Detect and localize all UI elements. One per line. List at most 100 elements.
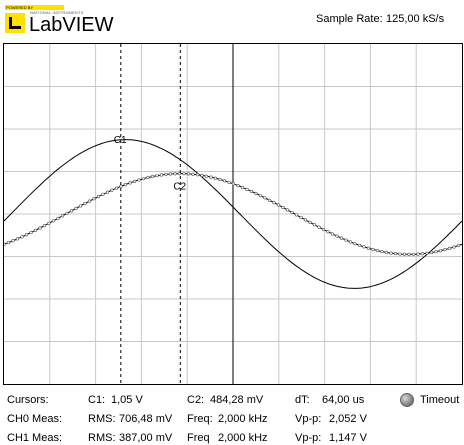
ch1-vpp-value: 1,147 V — [329, 432, 367, 444]
trace-marker — [182, 172, 186, 176]
trace-marker — [452, 245, 456, 249]
trace-marker — [375, 248, 380, 253]
trace-marker — [254, 191, 258, 196]
trace-marker — [380, 249, 384, 254]
trace-marker — [281, 205, 285, 210]
trace-marker — [308, 220, 312, 224]
ch1-vpp-label: Vp-p: — [295, 432, 322, 444]
trace-marker — [137, 178, 141, 182]
trace-marker — [114, 186, 119, 190]
trace-marker — [393, 252, 398, 256]
trace-marker — [119, 184, 123, 188]
trace-marker — [330, 232, 335, 236]
trace-marker — [15, 237, 20, 241]
trace-marker — [209, 175, 213, 179]
trace-marker — [339, 236, 344, 240]
cursor-label-c2: C2 — [173, 182, 186, 193]
trace-marker — [4, 242, 6, 246]
ch0-meas-label: CH0 Meas: — [7, 413, 63, 425]
ch0-rms-value: 706,48 mV — [119, 413, 173, 425]
trace-marker — [146, 175, 150, 180]
trace-marker — [222, 179, 227, 183]
logo-maker-text: NATIONAL INSTRUMENTS — [30, 10, 84, 15]
powered-by-banner: POWERED BY — [5, 5, 64, 10]
plot-canvas[interactable]: C1 C2 — [4, 44, 462, 384]
trace-marker — [128, 181, 132, 185]
trace-marker — [213, 176, 218, 180]
trace-marker — [33, 228, 38, 232]
ch1-freq-value: 2,000 kHz — [218, 432, 268, 444]
trace-marker — [425, 251, 429, 255]
trace-marker — [249, 189, 254, 193]
trace-marker — [141, 177, 146, 181]
trace-marker — [173, 172, 177, 176]
trace-marker — [168, 172, 173, 176]
plot-cursors[interactable]: C1 C2 — [114, 44, 187, 384]
trace-marker — [317, 225, 321, 229]
trace-marker — [389, 251, 393, 255]
trace-marker — [83, 201, 87, 206]
ch0-freq-value: 2,000 kHz — [218, 413, 268, 425]
logo-brand-text: LabVIEW — [29, 14, 114, 36]
cursor-dt-value: 64,00 us — [322, 394, 365, 406]
ch0-vpp-value: 2,052 V — [329, 413, 367, 425]
trace-marker — [362, 245, 366, 249]
trace-marker — [155, 174, 159, 178]
trace-marker — [258, 194, 263, 198]
cursor-c2-value: 484,28 mV — [210, 394, 264, 406]
trace-marker — [344, 238, 348, 242]
cursor-label-c1: C1 — [114, 135, 127, 146]
trace-marker — [42, 224, 47, 228]
trace-marker — [159, 173, 164, 177]
trace-marker — [74, 206, 78, 210]
trace-marker — [438, 249, 443, 253]
trace-marker — [110, 188, 114, 192]
trace-marker — [420, 252, 425, 256]
cursor-c2-label: C2: — [187, 394, 205, 406]
sample-rate-value: 125,00 kS/s — [386, 13, 445, 25]
oscilloscope-plot[interactable]: C1 C2 — [3, 43, 463, 385]
timeout-led-indicator — [400, 393, 414, 407]
timeout-label: Timeout — [420, 394, 460, 406]
trace-marker — [231, 182, 236, 186]
trace-marker — [366, 246, 371, 250]
trace-marker — [312, 223, 317, 227]
trace-marker — [11, 239, 15, 243]
trace-marker — [236, 184, 240, 188]
trace-marker — [303, 218, 308, 222]
trace-marker — [326, 230, 330, 234]
trace-c1 — [4, 139, 462, 289]
ch0-rms-label: RMS: — [88, 413, 116, 425]
trace-marker — [348, 240, 353, 244]
trace-marker — [398, 252, 402, 256]
trace-marker — [285, 208, 290, 212]
trace-marker — [56, 216, 60, 220]
trace-marker — [402, 252, 407, 256]
ch1-freq-label: Freq — [187, 432, 210, 444]
trace-marker — [29, 230, 33, 235]
cursors-row-label: Cursors: — [7, 394, 49, 406]
trace-marker — [150, 174, 155, 179]
trace-marker — [60, 214, 65, 218]
trace-marker — [290, 210, 294, 215]
trace-marker — [245, 187, 249, 191]
trace-marker — [20, 235, 24, 239]
trace-marker — [87, 199, 92, 203]
trace-marker — [92, 197, 96, 201]
trace-marker — [200, 173, 204, 177]
trace-marker — [164, 172, 168, 177]
trace-marker — [204, 174, 209, 178]
trace-marker — [294, 213, 299, 217]
trace-marker — [132, 179, 137, 183]
trace-marker — [411, 252, 416, 256]
trace-marker — [447, 246, 452, 250]
trace-marker — [407, 252, 411, 256]
trace-marker — [416, 252, 420, 256]
ch1-meas-label: CH1 Meas: — [7, 432, 63, 444]
trace-marker — [123, 182, 128, 187]
trace-marker — [429, 250, 434, 255]
trace-marker — [105, 190, 110, 194]
trace-marker — [65, 211, 69, 215]
trace-marker — [443, 248, 447, 252]
trace-marker — [96, 194, 101, 199]
